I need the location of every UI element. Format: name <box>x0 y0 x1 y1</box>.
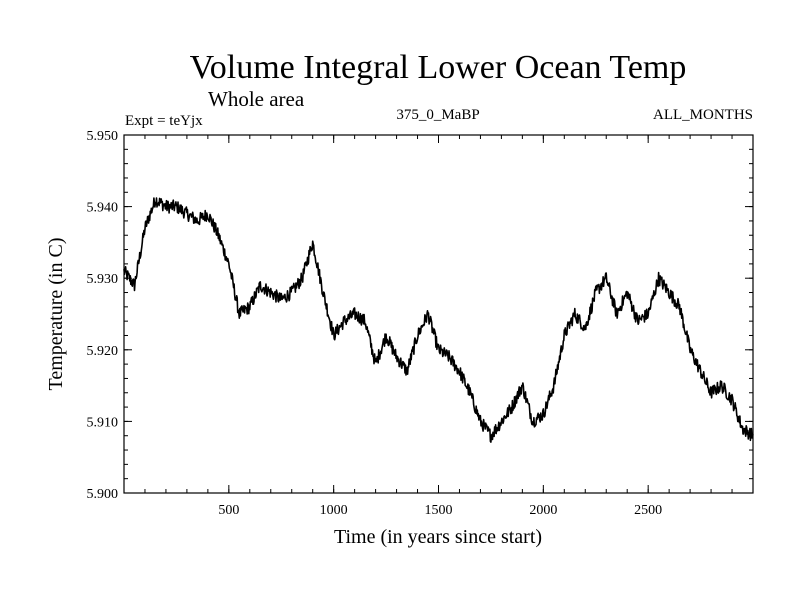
x-tick-label: 2000 <box>529 503 557 518</box>
experiment-label: Expt = teYjx <box>125 113 203 129</box>
y-tick-label: 5.930 <box>87 272 119 287</box>
chart-subtitle: Whole area <box>208 87 305 111</box>
months-label: ALL_MONTHS <box>653 107 753 123</box>
x-tick-label: 1500 <box>425 503 453 518</box>
y-tick-label: 5.920 <box>87 344 119 359</box>
x-tick-label: 1000 <box>320 503 348 518</box>
y-tick-label: 5.950 <box>87 129 119 144</box>
x-axis-label: Time (in years since start) <box>334 526 542 548</box>
chart-title: Volume Integral Lower Ocean Temp <box>190 49 687 86</box>
y-tick-label: 5.940 <box>87 201 119 216</box>
series-line <box>123 197 754 443</box>
y-tick-label: 5.900 <box>87 487 119 502</box>
y-tick-label: 5.910 <box>87 415 119 430</box>
y-axis-label: Temperature (in C) <box>45 238 67 391</box>
x-tick-label: 500 <box>218 503 239 518</box>
x-tick-label: 2500 <box>634 503 662 518</box>
period-label: 375_0_MaBP <box>396 107 479 123</box>
plot-frame <box>123 134 754 494</box>
